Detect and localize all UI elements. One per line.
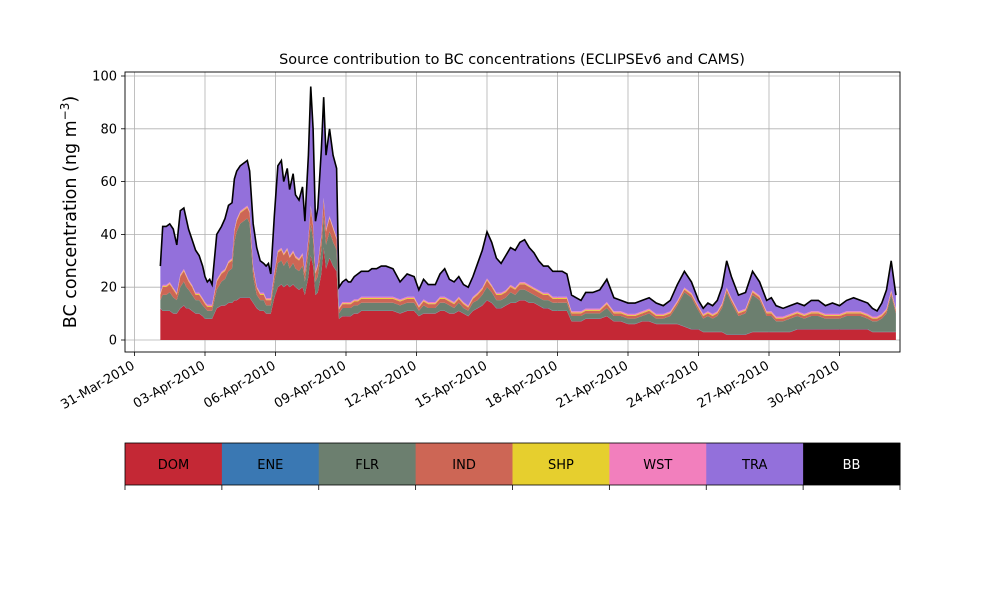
legend-swatch-wst — [609, 443, 707, 485]
area-flr — [160, 215, 896, 335]
stacked-areas — [160, 86, 896, 340]
plot-frame — [124, 71, 901, 353]
legend-swatch-ene — [221, 443, 320, 485]
area-dom — [160, 247, 896, 340]
y-axis-label-sup: −3 — [58, 103, 72, 121]
total-line-group — [159, 86, 897, 313]
legend-swatch-shp — [512, 443, 610, 485]
y-axis-label: BC concentration (ng m−3) — [58, 96, 81, 328]
legend-label-dom: DOM — [158, 458, 189, 473]
y-axis-label-text: BC concentration (ng m — [61, 120, 81, 328]
y-tick-label: 0 — [109, 334, 117, 349]
legend-label-tra: TRA — [741, 458, 767, 473]
legend-label-bb: BB — [843, 458, 861, 473]
y-tick-label: 20 — [100, 281, 117, 296]
legend-label-ene: ENE — [257, 458, 283, 473]
legend-label-wst: WST — [643, 458, 672, 473]
legend-swatch-bb — [803, 443, 901, 485]
legend-label-flr: FLR — [355, 458, 379, 473]
legend-swatch-dom — [125, 443, 223, 485]
legend-swatch-tra — [706, 443, 804, 485]
area-tra — [160, 86, 896, 317]
legend-swatch-ind — [415, 443, 513, 485]
y-tick-label: 40 — [100, 228, 117, 243]
y-tick-label: 100 — [92, 70, 117, 85]
legend-colorbar: DOM ENE FLR IND SHP WST TRA BB — [124, 442, 901, 490]
total-line — [159, 86, 897, 313]
legend-label-ind: IND — [452, 458, 476, 473]
legend-label-shp: SHP — [548, 458, 574, 473]
chart-title: Source contribution to BC concentrations… — [279, 52, 745, 68]
y-tick-label: 80 — [100, 122, 117, 137]
legend-swatch-flr — [318, 443, 417, 485]
y-axis-label-close: ) — [61, 96, 81, 103]
y-tick-label: 60 — [100, 175, 117, 190]
y-axis-ticks: 0 20 40 60 80 100 — [92, 70, 125, 349]
